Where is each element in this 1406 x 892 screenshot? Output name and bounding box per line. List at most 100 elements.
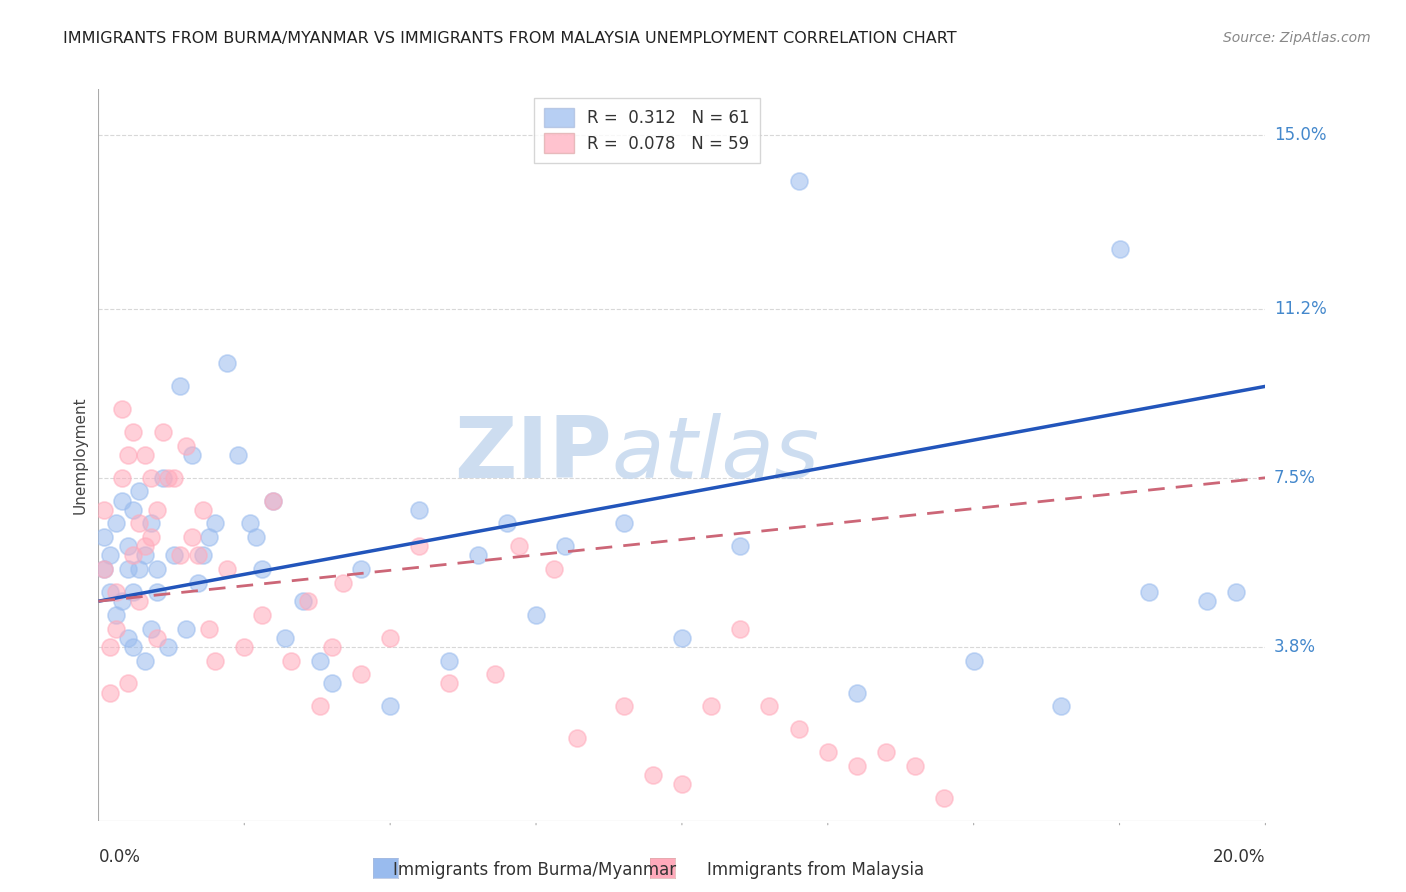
Point [250, 607, 273, 622]
Point [117, 539, 139, 553]
Point [198, 622, 221, 636]
Point [152, 471, 174, 485]
Point [508, 539, 530, 553]
Point [543, 562, 565, 576]
Point [122, 425, 145, 439]
Point [98, 686, 121, 700]
Point [134, 448, 156, 462]
Point [169, 379, 191, 393]
Point [139, 516, 162, 531]
Text: Immigrants from Burma/Myanmar: Immigrants from Burma/Myanmar [392, 861, 676, 879]
Point [204, 516, 226, 531]
Point [408, 503, 430, 517]
Point [128, 594, 150, 608]
Point [641, 768, 664, 782]
Point [93, 503, 115, 517]
Point [380, 631, 402, 645]
Point [111, 402, 134, 417]
Point [904, 758, 927, 772]
Point [700, 699, 723, 714]
Point [117, 676, 139, 690]
Point [467, 549, 489, 563]
Point [671, 631, 693, 645]
Point [174, 439, 197, 453]
Point [122, 549, 145, 563]
Text: Source: ZipAtlas.com: Source: ZipAtlas.com [1223, 31, 1371, 45]
Point [139, 530, 162, 544]
Point [93, 562, 115, 576]
Point [152, 425, 174, 439]
Point [1137, 585, 1160, 599]
Point [291, 594, 314, 608]
Point [846, 686, 869, 700]
Point [174, 622, 197, 636]
Point [524, 607, 547, 622]
Point [187, 549, 209, 563]
Point [1225, 585, 1247, 599]
Point [554, 539, 576, 553]
Text: ZIP: ZIP [454, 413, 612, 497]
Point [104, 607, 127, 622]
Point [193, 549, 215, 563]
Point [104, 585, 127, 599]
Point [111, 471, 134, 485]
Point [193, 503, 215, 517]
Point [122, 503, 145, 517]
Point [134, 549, 156, 563]
Point [157, 471, 180, 485]
Point [274, 631, 297, 645]
Text: 3.8%: 3.8% [1274, 638, 1316, 656]
Point [875, 745, 897, 759]
Point [758, 699, 780, 714]
Point [122, 640, 145, 654]
Point [321, 640, 343, 654]
Point [1050, 699, 1073, 714]
Point [934, 790, 956, 805]
Point [128, 562, 150, 576]
Legend: R =  0.312   N = 61, R =  0.078   N = 59: R = 0.312 N = 61, R = 0.078 N = 59 [534, 97, 759, 162]
Point [111, 493, 134, 508]
Point [134, 654, 156, 668]
Point [612, 699, 634, 714]
Point [245, 530, 267, 544]
Point [157, 640, 180, 654]
Point [93, 530, 115, 544]
Point [146, 631, 169, 645]
Point [437, 676, 460, 690]
Point [98, 549, 121, 563]
Point [1108, 242, 1130, 256]
Point [437, 654, 460, 668]
Point [215, 356, 238, 371]
Point [117, 631, 139, 645]
Point [350, 667, 373, 681]
Point [180, 448, 202, 462]
Point [846, 758, 869, 772]
Point [169, 549, 191, 563]
Point [228, 448, 250, 462]
Point [204, 654, 226, 668]
Point [146, 585, 169, 599]
Point [817, 745, 839, 759]
Point [117, 448, 139, 462]
Text: 0.0%: 0.0% [98, 848, 141, 866]
Point [332, 576, 354, 591]
Point [122, 585, 145, 599]
Text: atlas: atlas [612, 413, 820, 497]
Point [280, 654, 302, 668]
Point [128, 484, 150, 499]
Point [98, 640, 121, 654]
Point [612, 516, 634, 531]
Text: 15.0%: 15.0% [1274, 126, 1326, 144]
Text: Immigrants from Malaysia: Immigrants from Malaysia [707, 861, 924, 879]
Point [730, 622, 752, 636]
Point [146, 562, 169, 576]
Point [146, 503, 169, 517]
Point [128, 516, 150, 531]
Point [239, 516, 262, 531]
Point [134, 539, 156, 553]
Point [250, 562, 273, 576]
Text: 7.5%: 7.5% [1274, 469, 1316, 487]
Point [730, 539, 752, 553]
Point [1195, 594, 1218, 608]
Point [187, 576, 209, 591]
